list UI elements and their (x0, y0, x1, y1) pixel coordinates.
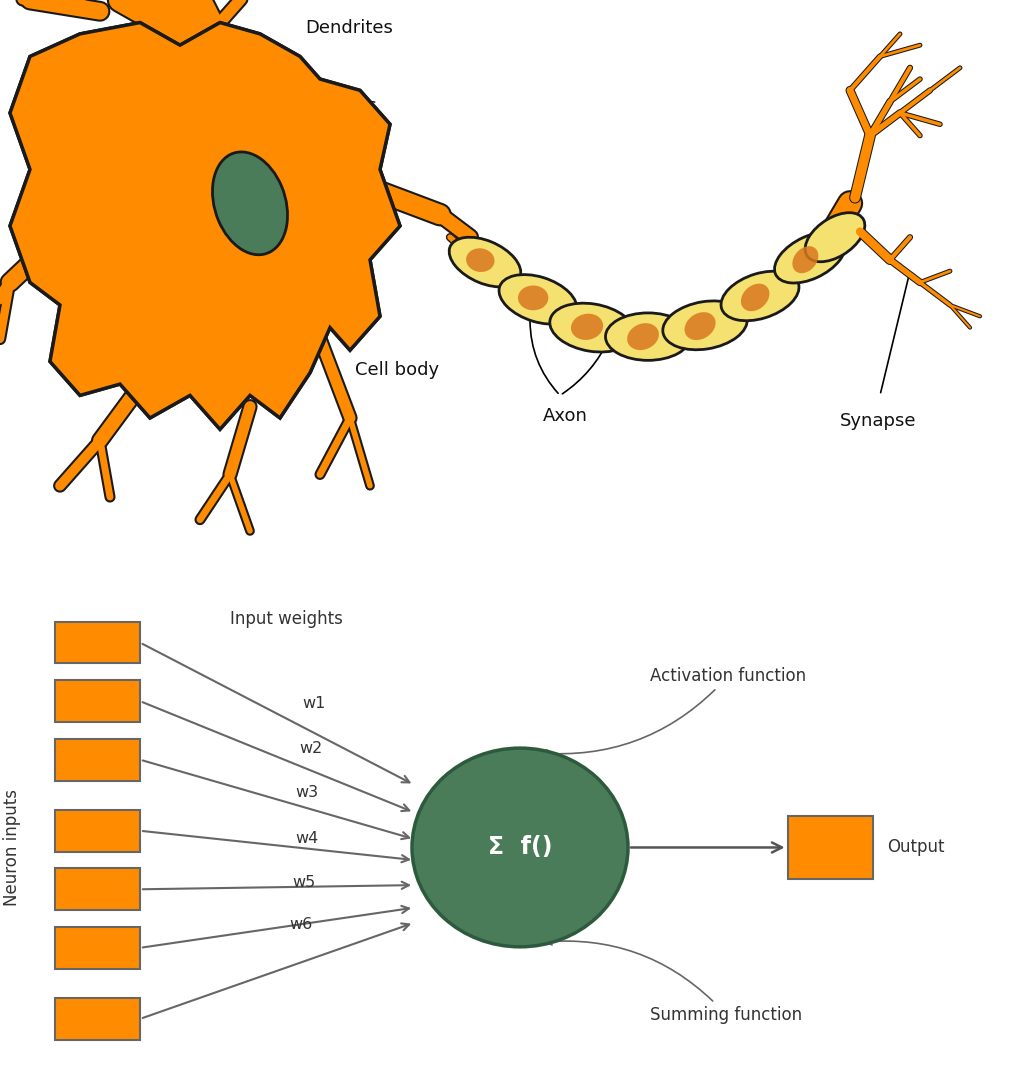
Ellipse shape (605, 313, 690, 361)
Polygon shape (10, 23, 400, 429)
FancyBboxPatch shape (787, 816, 872, 879)
Ellipse shape (721, 271, 799, 320)
Ellipse shape (518, 286, 549, 311)
Ellipse shape (450, 238, 521, 287)
Ellipse shape (412, 748, 628, 947)
Ellipse shape (550, 303, 634, 352)
FancyBboxPatch shape (55, 810, 140, 851)
Text: Cell body: Cell body (355, 362, 439, 379)
Text: w5: w5 (292, 874, 315, 889)
Text: Input weights: Input weights (230, 610, 343, 628)
Ellipse shape (212, 152, 288, 255)
Text: w6: w6 (289, 917, 312, 932)
Polygon shape (10, 23, 400, 429)
Ellipse shape (793, 246, 818, 274)
Ellipse shape (499, 275, 577, 324)
Ellipse shape (774, 232, 846, 283)
Text: w1: w1 (302, 697, 326, 711)
Text: Summing function: Summing function (545, 937, 802, 1024)
FancyBboxPatch shape (55, 621, 140, 664)
FancyBboxPatch shape (55, 869, 140, 910)
Ellipse shape (466, 249, 495, 272)
Text: Nucleus: Nucleus (305, 97, 377, 116)
Text: Activation function: Activation function (540, 667, 806, 758)
FancyBboxPatch shape (55, 926, 140, 969)
Ellipse shape (571, 314, 603, 340)
Text: Neuron inputs: Neuron inputs (3, 789, 22, 906)
FancyBboxPatch shape (55, 739, 140, 780)
Text: Dendrites: Dendrites (305, 20, 393, 37)
Ellipse shape (627, 323, 658, 350)
Text: w4: w4 (295, 832, 318, 846)
Ellipse shape (684, 312, 716, 340)
Text: w3: w3 (295, 785, 318, 800)
Text: Axon: Axon (543, 407, 588, 425)
FancyBboxPatch shape (55, 998, 140, 1040)
Text: Σ  f(): Σ f() (487, 835, 552, 860)
Text: w2: w2 (299, 741, 323, 755)
Ellipse shape (663, 301, 748, 350)
Ellipse shape (741, 283, 769, 311)
Ellipse shape (805, 213, 865, 262)
FancyBboxPatch shape (55, 680, 140, 722)
Text: Output: Output (888, 838, 945, 857)
Text: Synapse: Synapse (840, 412, 916, 431)
